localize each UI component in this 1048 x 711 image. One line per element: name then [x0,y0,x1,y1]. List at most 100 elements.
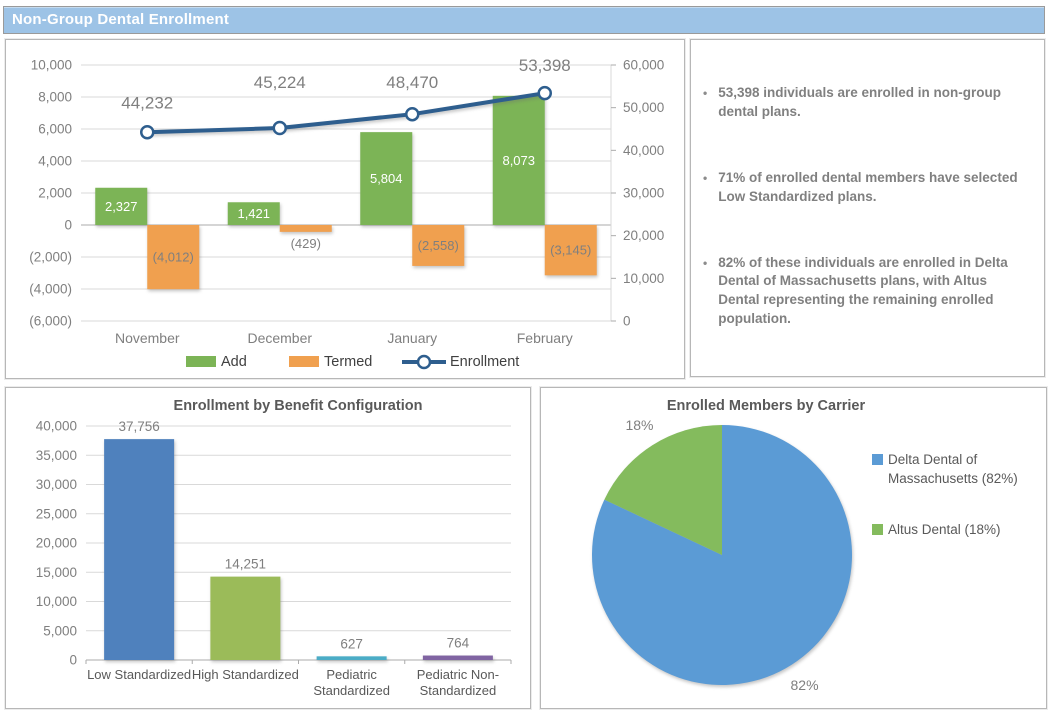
termed-bar-label: (2,558) [418,238,459,253]
benefit-bar [210,576,281,660]
legend-label-termed: Termed [324,354,372,370]
enrollment-line [147,91,546,135]
right-axis-tick-label: 0 [623,314,631,329]
add-bar-label: 1,421 [237,206,270,221]
enrollment-marker [272,120,287,136]
left-axis-tick-label: 10,000 [31,58,72,73]
insight-item: • 71% of enrolled dental members have sel… [703,169,1030,207]
y-axis-tick-label: 0 [69,653,77,668]
termed-bar [412,225,465,266]
benefit-bar [422,655,493,660]
termed-bar-label: (4,012) [153,250,194,265]
legend-label: Altus Dental (18%) [888,522,1001,537]
insights-panel: • 53,398 individuals are enrolled in non-… [690,39,1045,377]
bar-value-label: 14,251 [225,557,266,572]
y-axis-tick-label: 10,000 [36,594,77,609]
category-label: January [387,330,437,346]
add-bar-label: 2,327 [105,199,138,214]
termed-bar [147,225,200,290]
carrier-pie-chart: Enrolled Members by Carrier 82% 18% Delta D… [592,398,1018,693]
y-axis-tick-label: 30,000 [36,477,77,492]
add-bar [95,187,148,225]
enrollment-data-label: 53,398 [519,56,571,75]
legend-label: Delta Dental of Massachusetts (82%) [888,452,1018,486]
bar-value-label: 627 [340,636,363,651]
right-axis-tick-label: 60,000 [623,58,664,73]
legend-swatch-add [186,356,216,367]
legend-label-add: Add [221,354,247,370]
carrier-panel: Enrolled Members by Carrier 82% 18% Delta D… [540,387,1047,709]
termed-bar [279,225,332,232]
y-axis-tick-label: 20,000 [36,536,77,551]
chart-title: Enrollment by Benefit Configuration [174,398,423,414]
category-label: High Standardized [192,667,299,682]
insights-list: • 53,398 individuals are enrolled in non-… [703,84,1030,329]
left-axis-tick-label: 6,000 [38,122,72,137]
add-bar [492,95,545,225]
add-bar-label: 8,073 [502,153,535,168]
right-axis-tick-label: 40,000 [623,143,664,158]
benefit-bar [316,656,387,660]
insight-item: • 82% of these individuals are enrolled i… [703,254,1030,330]
legend-marker-enrollment [416,354,432,370]
insight-text: 71% of enrolled dental members have sele… [718,169,1018,204]
termed-bar [544,225,597,276]
pie-percent-label: 18% [625,417,653,433]
pie-percent-label: 82% [791,677,819,693]
y-axis-tick-label: 25,000 [36,506,77,521]
right-axis-tick-label: 20,000 [623,228,664,243]
y-axis-tick-label: 40,000 [36,419,77,434]
termed-bar-label: (429) [291,236,321,251]
legend-swatch-termed [289,356,319,367]
legend-swatch [872,524,883,535]
enrollment-marker [405,106,420,122]
category-label: Pediatric Standardized [313,667,390,698]
bar-value-label: 764 [447,636,470,651]
insight-bullet-icon: • [703,170,708,185]
category-label: Low Standardized [87,667,191,682]
benefit-bar [104,439,175,660]
right-axis-tick-label: 30,000 [623,186,664,201]
insight-bullet-icon: • [703,86,708,100]
y-axis-tick-label: 35,000 [36,448,77,463]
legend-label-line: Delta Dental of [888,452,978,467]
chart-title: Enrolled Members by Carrier [667,398,866,414]
legend-swatch [872,454,883,465]
legend-label-line: Massachusetts (82%) [888,471,1018,486]
benefit-config-chart: Enrollment by Benefit Configuration 0 5,00… [36,398,512,698]
insight-item: • 53,398 individuals are enrolled in non-… [703,84,1030,122]
category-label-line: Standardized [313,683,390,698]
enrollment-marker [140,125,155,140]
enrollment-data-label: 48,470 [386,73,438,92]
category-label: November [115,330,180,346]
insight-bullet-icon: • [703,255,708,270]
bar-value-label: 37,756 [118,419,159,434]
category-label: Pediatric Non-Standardized [417,667,499,698]
enrollment-combo-chart: (6,000) (4,000) (2,000) 0 2,000 4,000 6,000 8,0… [29,56,664,370]
category-label-line: Pediatric [326,667,377,682]
page-title-bar: Non-Group Dental Enrollment [3,6,1045,34]
category-label: December [247,330,312,346]
pie-slices [592,425,852,685]
enrollment-marker [537,85,552,101]
left-axis-tick-label: (2,000) [29,250,72,265]
enrollment-data-label: 44,232 [121,93,173,112]
insight-text: 82% of these individuals are enrolled in… [718,254,1008,327]
add-bar [360,132,413,225]
insight-text: 53,398 individuals are enrolled in non-g… [718,85,1002,119]
pie-slice [604,425,722,555]
y-axis-tick-label: 15,000 [36,565,77,580]
category-label: February [517,330,573,346]
page-title: Non-Group Dental Enrollment [12,11,230,28]
add-bar-label: 5,804 [370,171,403,186]
add-bar [227,202,280,225]
left-axis-tick-label: 4,000 [38,154,72,169]
legend-label-enrollment: Enrollment [450,354,519,370]
right-axis-tick-label: 10,000 [623,271,664,286]
left-axis-tick-label: (6,000) [29,314,72,329]
category-label-line: Pediatric Non- [417,667,499,682]
enrollment-data-label: 45,224 [254,73,306,92]
right-axis-tick-label: 50,000 [623,100,664,115]
left-axis-tick-label: 8,000 [38,90,72,105]
termed-bar-label: (3,145) [550,243,591,258]
